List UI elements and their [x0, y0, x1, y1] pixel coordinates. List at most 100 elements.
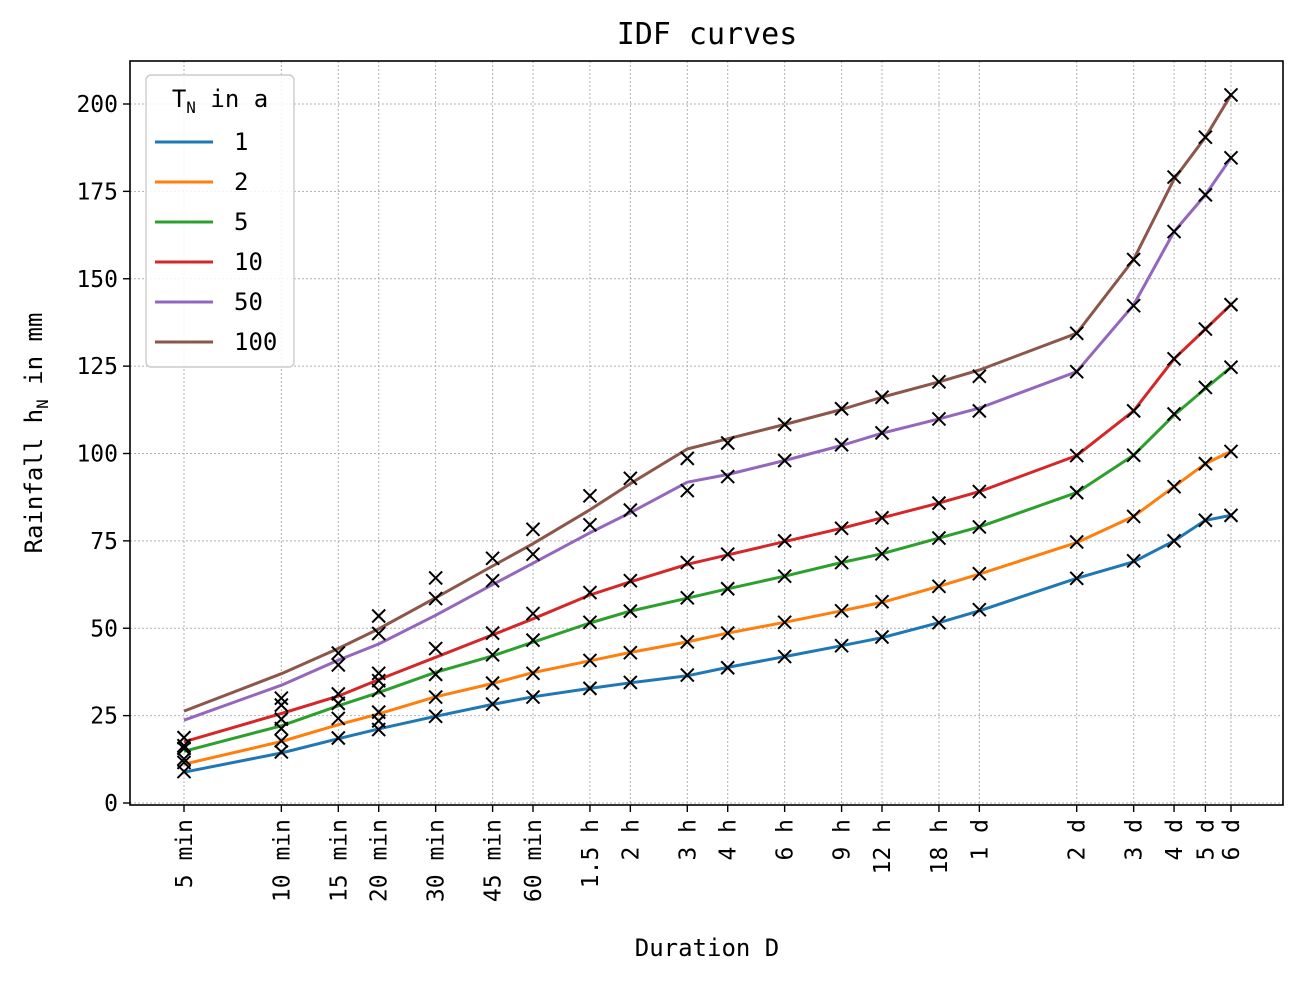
data-marker	[931, 530, 947, 546]
data-marker	[1069, 571, 1084, 586]
legend-items: 1 2 5 10 50 100	[155, 128, 277, 356]
data-marker	[777, 533, 792, 549]
x-tick-label: 6 d	[1219, 819, 1245, 861]
data-marker	[525, 606, 541, 621]
data-marker	[680, 555, 695, 570]
x-tick-label: 5 d	[1193, 819, 1219, 861]
data-marker	[485, 647, 500, 663]
x-tick-label: 45 min	[481, 819, 507, 902]
data-marker	[1198, 187, 1213, 203]
data-marker	[1166, 479, 1182, 494]
data-marker	[1069, 326, 1084, 341]
data-marker	[720, 581, 735, 596]
y-axis: 0 25 50 75 100 125 150 175 200	[76, 92, 130, 817]
data-marker	[1069, 534, 1084, 550]
data-marker	[680, 667, 695, 683]
data-marker	[623, 603, 638, 619]
chart-title: IDF curves	[617, 17, 798, 52]
data-marker	[623, 573, 638, 588]
y-tick-label: 150	[76, 267, 118, 293]
x-tick-label: 9 h	[830, 819, 856, 861]
y-tick-label: 25	[90, 704, 118, 730]
data-marker	[972, 519, 987, 535]
x-tick-label: 4 h	[716, 819, 742, 861]
data-marker	[972, 602, 987, 617]
data-marker	[1223, 87, 1239, 103]
data-marker	[972, 484, 987, 499]
plot-frame	[129, 60, 1284, 806]
data-marker	[274, 733, 289, 748]
data-marker	[428, 570, 443, 586]
data-marker	[680, 634, 695, 650]
data-marker	[485, 573, 500, 588]
data-marker	[931, 615, 947, 630]
data-marker	[428, 709, 443, 724]
x-tick-label: 30 min	[424, 819, 450, 902]
y-tick-label: 200	[76, 92, 118, 118]
legend: TN in a 1 2 5 10 50 100	[145, 74, 295, 368]
data-marker	[1166, 224, 1182, 239]
y-tick-label: 50	[90, 616, 118, 642]
data-marker	[525, 666, 541, 681]
x-tick-label: 1 d	[967, 819, 993, 861]
data-marker	[582, 681, 598, 696]
data-marker	[874, 425, 890, 441]
data-marker	[1166, 533, 1182, 549]
legend-label-50: 50	[234, 288, 263, 316]
legend-label-1: 1	[234, 128, 248, 156]
series-line-50	[183, 156, 1233, 722]
x-tick-label: 20 min	[367, 819, 393, 902]
data-marker	[176, 751, 192, 767]
data-marker	[1198, 129, 1213, 145]
data-marker	[525, 522, 541, 537]
data-marker	[1166, 351, 1182, 366]
data-marker	[1126, 448, 1141, 463]
data-marker	[176, 741, 192, 756]
data-marker	[777, 453, 792, 468]
data-marker	[1069, 485, 1084, 500]
data-marker	[331, 657, 346, 673]
y-axis-label-unit: in mm	[20, 313, 48, 400]
data-marker	[972, 369, 987, 384]
data-marker	[777, 649, 792, 664]
data-marker	[1198, 321, 1213, 337]
data-marker	[720, 469, 735, 484]
legend-title-subscript: N	[186, 98, 196, 117]
data-marker	[972, 566, 987, 581]
y-tick-label: 100	[76, 442, 118, 468]
data-marker	[834, 521, 849, 536]
y-axis-label: Rainfall hN in mm	[20, 313, 52, 554]
x-tick-label: 3 d	[1122, 819, 1148, 861]
legend-title-main: T	[172, 85, 186, 113]
legend-title-unit: in a	[196, 85, 268, 113]
x-axis-label: Duration D	[635, 934, 780, 962]
y-tick-label: 75	[90, 529, 118, 555]
data-marker	[274, 711, 289, 727]
data-marker	[1198, 456, 1213, 471]
x-tick-label: 15 min	[326, 819, 352, 902]
legend-label-5: 5	[234, 208, 248, 236]
data-marker	[582, 488, 598, 503]
data-marker	[972, 403, 987, 419]
data-marker	[485, 696, 500, 712]
x-tick-label: 2 d	[1065, 819, 1091, 861]
data-marker	[525, 689, 541, 705]
legend-label-100: 100	[234, 328, 277, 356]
data-marker	[1126, 553, 1141, 569]
x-tick-label: 2 h	[618, 819, 644, 861]
data-marker	[1166, 169, 1182, 185]
data-marker	[525, 632, 541, 648]
data-marker	[428, 689, 443, 705]
x-tick-label: 12 h	[870, 819, 896, 874]
data-marker	[176, 755, 192, 770]
data-marker	[834, 603, 849, 618]
data-marker	[834, 437, 849, 452]
data-marker	[331, 686, 346, 702]
data-marker	[623, 645, 638, 660]
y-tick-label: 125	[76, 354, 118, 380]
y-axis-label-main: Rainfall h	[20, 409, 48, 554]
data-marker	[720, 546, 735, 562]
data-marker	[331, 711, 346, 726]
data-marker	[874, 546, 890, 562]
data-marker	[428, 641, 443, 656]
